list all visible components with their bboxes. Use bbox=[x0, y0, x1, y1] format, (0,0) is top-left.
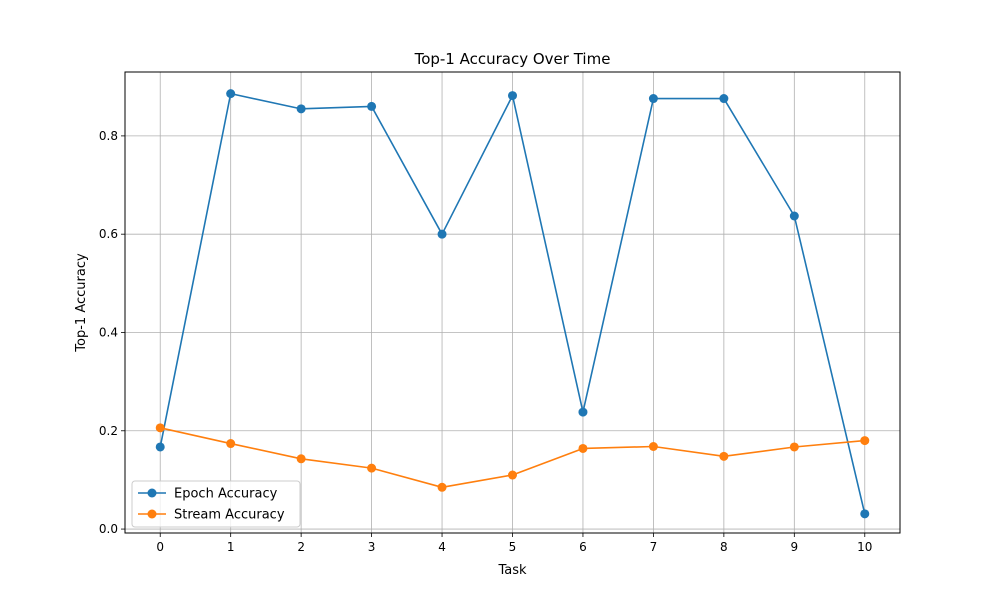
data-point bbox=[860, 509, 870, 519]
ticks: 0 1 2 3 4 5 6 7 8 9 10 0.0 0.2 0.4 0.6 0.8 bbox=[99, 129, 873, 554]
data-point bbox=[508, 91, 517, 101]
x-tick-label: 8 bbox=[720, 540, 728, 554]
grid bbox=[125, 72, 900, 533]
data-point bbox=[719, 94, 729, 104]
legend-label: Stream Accuracy bbox=[174, 508, 285, 523]
x-tick-label: 5 bbox=[509, 540, 517, 554]
legend-label: Epoch Accuracy bbox=[174, 487, 278, 502]
data-point bbox=[648, 442, 658, 452]
data-point bbox=[508, 470, 517, 480]
y-tick-label: 0.0 bbox=[99, 522, 118, 536]
data-point bbox=[437, 229, 447, 239]
data-point bbox=[648, 94, 658, 104]
y-tick-label: 0.4 bbox=[99, 325, 118, 339]
data-point bbox=[226, 89, 236, 99]
data-point bbox=[155, 423, 165, 433]
y-tick-label: 0.6 bbox=[99, 227, 118, 241]
data-point bbox=[296, 454, 306, 464]
series-2 bbox=[155, 423, 870, 492]
data-point bbox=[155, 442, 165, 452]
data-point bbox=[578, 407, 588, 417]
data-point bbox=[437, 482, 447, 492]
chart-title: Top-1 Accuracy Over Time bbox=[414, 50, 611, 68]
data-point bbox=[296, 104, 306, 114]
y-tick-label: 0.2 bbox=[99, 424, 118, 438]
data-point bbox=[578, 443, 588, 453]
series-1 bbox=[155, 89, 870, 519]
x-tick-label: 7 bbox=[650, 540, 658, 554]
x-tick-label: 9 bbox=[790, 540, 798, 554]
x-tick-label: 10 bbox=[857, 540, 872, 554]
x-axis-label: Task bbox=[497, 563, 527, 578]
data-point bbox=[367, 101, 377, 111]
legend-swatch-marker bbox=[147, 509, 157, 519]
x-tick-label: 3 bbox=[368, 540, 376, 554]
data-point bbox=[789, 442, 799, 452]
y-axis-label: Top-1 Accuracy bbox=[74, 253, 89, 353]
x-tick-label: 4 bbox=[438, 540, 446, 554]
data-point bbox=[860, 436, 870, 446]
x-tick-label: 0 bbox=[156, 540, 164, 554]
legend: Epoch Accuracy Stream Accuracy bbox=[131, 480, 301, 528]
legend-swatch-marker bbox=[147, 488, 157, 498]
x-tick-label: 1 bbox=[227, 540, 235, 554]
data-point bbox=[719, 451, 729, 461]
data-point bbox=[789, 211, 799, 221]
data-point bbox=[226, 439, 236, 449]
y-tick-label: 0.8 bbox=[99, 129, 118, 143]
x-tick-label: 6 bbox=[579, 540, 587, 554]
data-point bbox=[367, 463, 377, 473]
x-tick-label: 2 bbox=[297, 540, 305, 554]
legend-box bbox=[131, 480, 301, 528]
series-layer bbox=[155, 89, 870, 519]
